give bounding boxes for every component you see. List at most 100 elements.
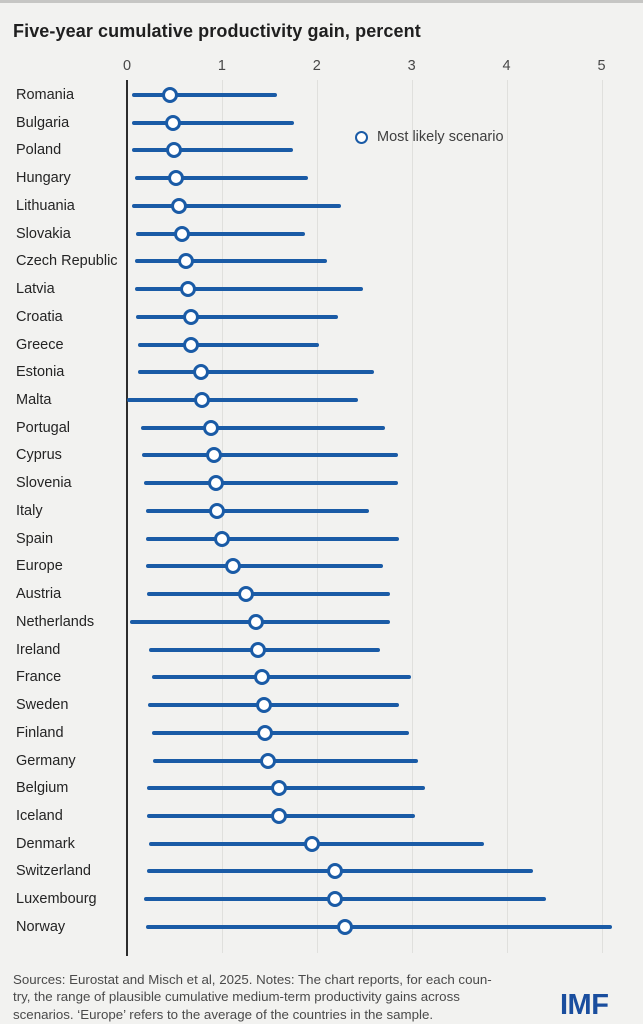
most-likely-marker bbox=[270, 807, 287, 824]
most-likely-marker bbox=[304, 835, 321, 852]
most-likely-marker bbox=[193, 364, 210, 381]
source-notes-line: Sources: Eurostat and Misch et al, 2025.… bbox=[13, 972, 492, 987]
most-likely-marker bbox=[255, 697, 272, 714]
most-likely-marker bbox=[161, 87, 178, 103]
most-likely-marker bbox=[249, 641, 266, 658]
most-likely-marker bbox=[179, 281, 196, 298]
range-bar bbox=[145, 508, 369, 513]
most-likely-marker bbox=[337, 918, 354, 935]
range-bar bbox=[127, 398, 358, 403]
country-label: Ireland bbox=[16, 641, 61, 658]
most-likely-marker bbox=[260, 752, 277, 769]
top-border-strip bbox=[0, 0, 643, 3]
most-likely-marker bbox=[256, 724, 273, 741]
country-label: Switzerland bbox=[16, 863, 91, 880]
country-label: Czech Republic bbox=[16, 253, 118, 270]
range-bar bbox=[134, 287, 364, 292]
country-label: Spain bbox=[16, 530, 54, 547]
country-label: Slovakia bbox=[16, 225, 71, 242]
range-bar bbox=[136, 231, 306, 236]
range-bar bbox=[144, 897, 547, 902]
range-bar bbox=[131, 93, 277, 97]
x-axis-tick-label: 4 bbox=[502, 58, 511, 74]
country-label: Portugal bbox=[16, 419, 71, 436]
range-bar bbox=[142, 453, 399, 458]
country-label: Cyprus bbox=[16, 447, 62, 464]
legend: Most likely scenario bbox=[355, 129, 504, 145]
country-label: Belgium bbox=[16, 780, 69, 797]
country-label: Norway bbox=[16, 918, 66, 935]
range-bar bbox=[134, 176, 309, 181]
range-bar bbox=[131, 203, 341, 208]
x-axis-tick-label: 1 bbox=[217, 58, 226, 74]
range-bar bbox=[145, 924, 612, 929]
most-likely-marker bbox=[171, 197, 188, 214]
country-label: Netherlands bbox=[16, 613, 95, 630]
range-bar bbox=[134, 259, 328, 264]
range-bar bbox=[136, 314, 338, 319]
gridline bbox=[316, 80, 318, 953]
range-bar bbox=[152, 758, 419, 763]
most-likely-marker bbox=[237, 586, 254, 603]
most-likely-marker bbox=[168, 170, 185, 187]
country-label: Slovenia bbox=[16, 475, 72, 492]
gridline bbox=[411, 80, 413, 953]
country-label: Luxembourg bbox=[16, 891, 97, 908]
legend-label: Most likely scenario bbox=[377, 129, 504, 145]
chart-title: Five-year cumulative productivity gain, … bbox=[13, 21, 421, 41]
most-likely-marker bbox=[270, 780, 287, 797]
most-likely-marker bbox=[213, 530, 230, 547]
country-label: Germany bbox=[16, 752, 76, 769]
gridline bbox=[506, 80, 508, 953]
range-bar bbox=[131, 120, 294, 125]
country-label: France bbox=[16, 669, 62, 686]
most-likely-marker bbox=[166, 142, 183, 159]
most-likely-marker bbox=[174, 225, 191, 242]
most-likely-marker bbox=[253, 669, 270, 686]
range-bar bbox=[138, 370, 374, 375]
y-axis-line bbox=[126, 80, 128, 956]
x-axis-tick-label: 5 bbox=[597, 58, 606, 74]
country-label: Romania bbox=[16, 87, 75, 103]
country-label: Europe bbox=[16, 558, 63, 575]
range-bar bbox=[144, 481, 399, 486]
range-bar bbox=[131, 148, 294, 153]
country-label: Iceland bbox=[16, 807, 63, 824]
source-notes-line: try, the range of plausible cumulative m… bbox=[13, 989, 460, 1005]
country-label: Denmark bbox=[16, 835, 75, 852]
country-label: Latvia bbox=[16, 281, 55, 298]
x-axis-tick-label: 3 bbox=[407, 58, 416, 74]
country-label: Croatia bbox=[16, 308, 63, 325]
gridline bbox=[601, 80, 603, 953]
range-bar bbox=[145, 564, 384, 569]
country-label: Italy bbox=[16, 502, 43, 519]
most-likely-marker bbox=[248, 613, 265, 630]
country-label: Hungary bbox=[16, 170, 71, 187]
country-label: Estonia bbox=[16, 364, 65, 381]
most-likely-marker bbox=[208, 475, 225, 492]
most-likely-marker bbox=[182, 308, 199, 325]
most-likely-marker bbox=[193, 392, 210, 409]
most-likely-marker bbox=[326, 891, 343, 908]
country-label: Bulgaria bbox=[16, 114, 70, 131]
range-bar bbox=[151, 730, 409, 735]
most-likely-marker bbox=[206, 447, 223, 464]
range-bar bbox=[145, 536, 400, 541]
source-notes-line: scenarios. ‘Europe’ refers to the averag… bbox=[13, 1006, 434, 1022]
range-bar bbox=[138, 342, 319, 347]
country-label: Poland bbox=[16, 142, 62, 159]
country-label: Greece bbox=[16, 336, 64, 353]
country-label: Lithuania bbox=[16, 197, 75, 214]
country-label: Malta bbox=[16, 392, 52, 409]
most-likely-marker bbox=[202, 419, 219, 436]
range-bar bbox=[147, 703, 400, 708]
most-likely-marker bbox=[225, 558, 242, 575]
x-axis-tick-label: 0 bbox=[122, 58, 132, 74]
country-label: Austria bbox=[16, 586, 62, 603]
range-bar bbox=[141, 425, 386, 430]
source-notes: Sources: Eurostat and Misch et al, 2025.… bbox=[13, 971, 543, 1023]
range-bar bbox=[146, 592, 390, 597]
most-likely-marker bbox=[209, 502, 226, 519]
most-likely-marker bbox=[326, 863, 343, 880]
